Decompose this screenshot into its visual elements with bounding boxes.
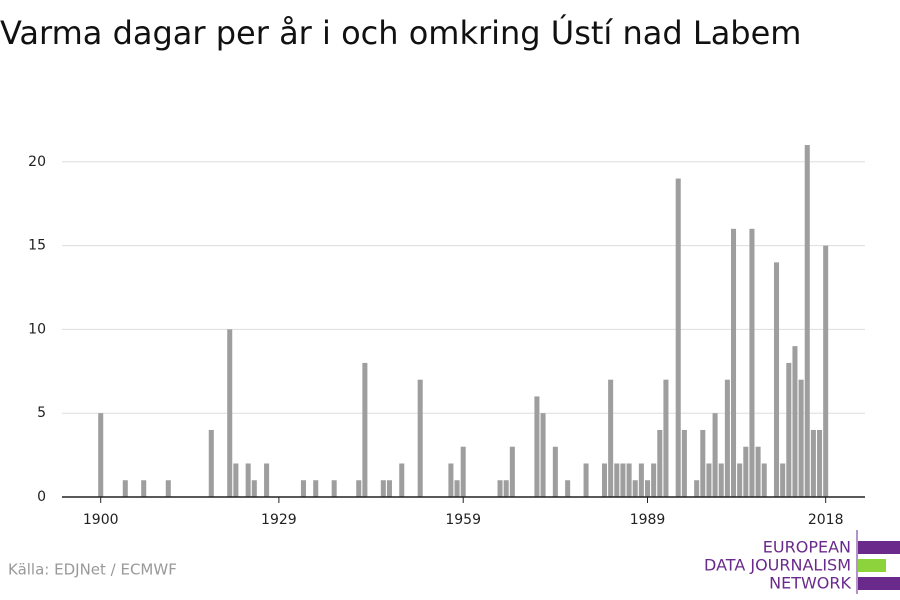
bar	[786, 362, 792, 497]
y-tick-label: 10	[28, 321, 46, 337]
bar	[534, 396, 540, 497]
bar	[98, 413, 104, 497]
x-tick-label: 2018	[808, 512, 844, 528]
bar	[141, 480, 147, 497]
bar	[460, 446, 466, 497]
bar	[700, 429, 706, 497]
logo-bar	[858, 559, 886, 572]
bar	[399, 463, 405, 497]
logo-text: NETWORK	[769, 574, 851, 593]
bar	[663, 379, 669, 497]
bar	[552, 446, 558, 497]
bar	[331, 480, 337, 497]
bar	[731, 228, 737, 497]
bar	[417, 379, 423, 497]
bar	[749, 228, 755, 497]
bar	[810, 429, 816, 497]
bar	[724, 379, 730, 497]
bar	[780, 463, 786, 497]
bar	[608, 379, 614, 497]
logo-text: EUROPEAN	[763, 538, 851, 557]
bar	[651, 463, 657, 497]
bar	[681, 429, 687, 497]
bar	[503, 480, 509, 497]
bar	[632, 480, 638, 497]
bar	[245, 463, 251, 497]
bar	[509, 446, 515, 497]
logo-bar	[858, 577, 900, 590]
bar	[386, 480, 392, 497]
bar	[798, 379, 804, 497]
x-tick-label: 1959	[445, 512, 481, 528]
bar	[792, 346, 798, 497]
bar	[626, 463, 632, 497]
bar	[540, 413, 546, 497]
bar	[743, 446, 749, 497]
bar	[804, 145, 810, 497]
bar	[774, 262, 780, 497]
bar	[657, 429, 663, 497]
bar	[208, 429, 214, 497]
bar	[755, 446, 761, 497]
logo-text: DATA JOURNALISM	[704, 556, 851, 575]
bar	[122, 480, 128, 497]
bar	[761, 463, 767, 497]
bar	[694, 480, 700, 497]
bar	[737, 463, 743, 497]
source: Källa: EDJNet / ECMWF	[8, 561, 177, 579]
bar	[583, 463, 589, 497]
bar	[817, 429, 823, 497]
bar	[718, 463, 724, 497]
x-tick-label: 1900	[83, 512, 119, 528]
y-tick-label: 5	[37, 405, 46, 421]
y-tick-label: 15	[28, 238, 46, 254]
bar	[620, 463, 626, 497]
x-tick-label: 1929	[261, 512, 297, 528]
y-tick-label: 0	[37, 489, 46, 505]
bar	[313, 480, 319, 497]
bar	[300, 480, 306, 497]
bar	[497, 480, 503, 497]
bar	[614, 463, 620, 497]
bar	[706, 463, 712, 497]
bar	[675, 178, 681, 497]
bar	[165, 480, 171, 497]
bar	[251, 480, 257, 497]
bar	[565, 480, 571, 497]
bar	[454, 480, 460, 497]
bar	[638, 463, 644, 497]
bar	[823, 245, 829, 497]
bar	[362, 362, 368, 497]
bar	[712, 413, 718, 497]
bar	[601, 463, 608, 497]
chart-title: Varma dagar per år i och omkring Ústí na…	[0, 13, 801, 52]
bar	[644, 480, 651, 497]
x-tick-label: 1989	[630, 512, 666, 528]
bar	[227, 329, 233, 497]
bar	[380, 480, 386, 497]
bar	[233, 463, 239, 497]
bar	[448, 463, 454, 497]
logo: EUROPEAN DATA JOURNALISM NETWORK	[704, 530, 900, 594]
bar	[356, 480, 362, 497]
y-tick-label: 20	[28, 154, 46, 170]
logo-bar	[858, 541, 900, 554]
bar	[264, 463, 270, 497]
